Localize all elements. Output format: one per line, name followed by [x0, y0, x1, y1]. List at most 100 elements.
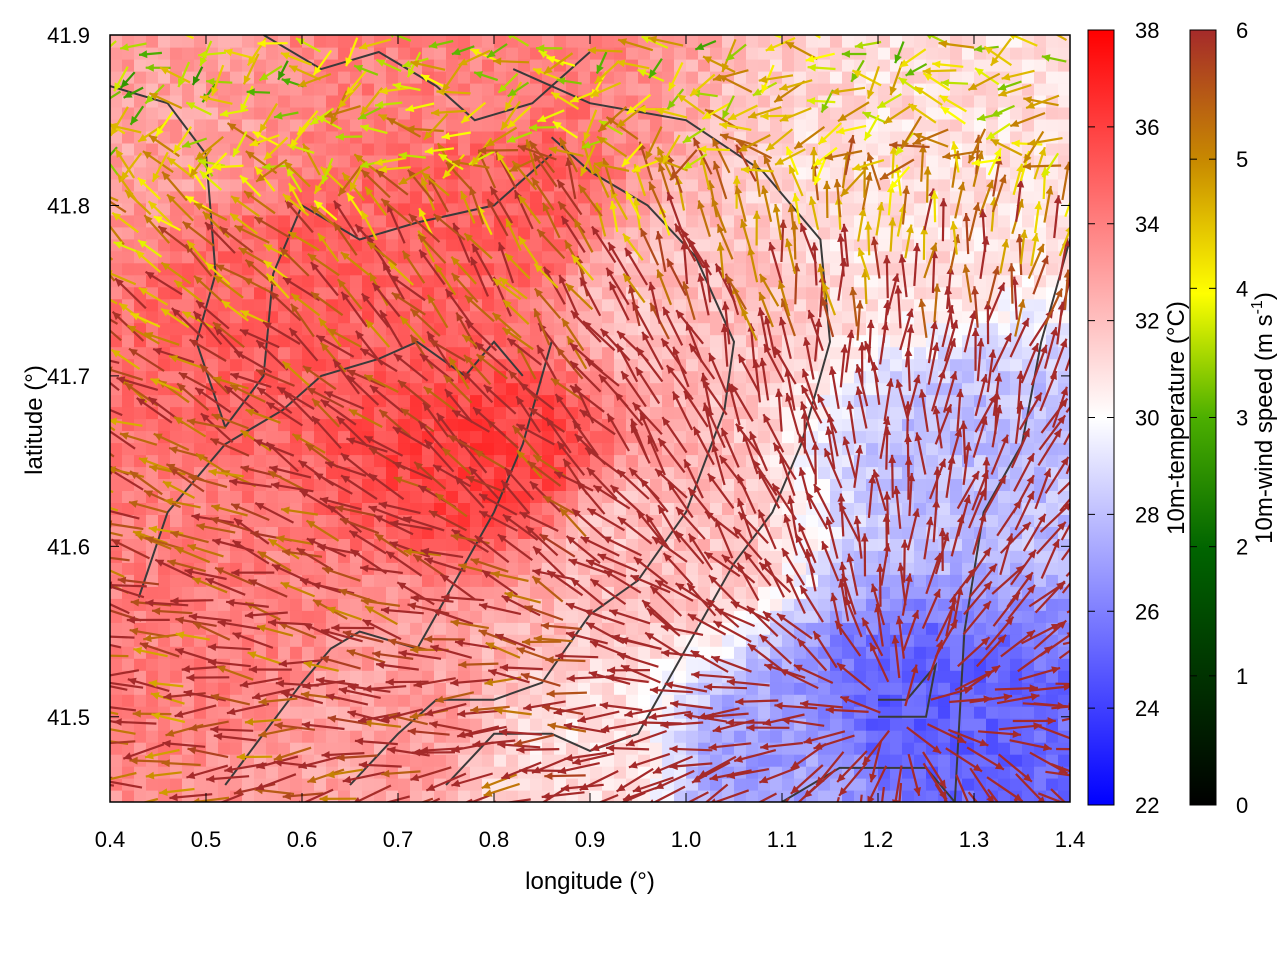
- heatmap-cell: [686, 166, 699, 180]
- heatmap-cell: [122, 790, 135, 802]
- heatmap-cell: [230, 94, 243, 108]
- heatmap-cell: [326, 94, 339, 108]
- heatmap-cell: [578, 35, 591, 48]
- heatmap-cell: [506, 71, 519, 84]
- heatmap-cell: [530, 106, 543, 120]
- heatmap-cell: [290, 778, 303, 791]
- heatmap-cell: [482, 298, 495, 312]
- heatmap-cell: [734, 238, 747, 252]
- heatmap-cell: [314, 130, 327, 144]
- heatmap-cell: [866, 35, 879, 48]
- heatmap-cell: [734, 646, 747, 659]
- heatmap-cell: [614, 754, 627, 767]
- heatmap-cell: [686, 214, 699, 228]
- heatmap-cell: [770, 670, 783, 683]
- heatmap-cell: [218, 454, 231, 468]
- heatmap-cell: [206, 118, 219, 132]
- heatmap-cell: [1022, 59, 1035, 72]
- heatmap-cell: [206, 130, 219, 144]
- heatmap-cell: [1010, 94, 1023, 108]
- heatmap-cell: [302, 166, 315, 180]
- heatmap-cell: [122, 454, 135, 468]
- heatmap-cell: [974, 622, 987, 635]
- heatmap-cell: [290, 646, 303, 659]
- heatmap-cell: [110, 658, 123, 671]
- heatmap-cell: [830, 406, 843, 420]
- heatmap-cell: [338, 35, 351, 48]
- heatmap-cell: [458, 35, 471, 48]
- heatmap-cell: [110, 790, 123, 802]
- heatmap-cell: [110, 490, 123, 503]
- heatmap-cell: [278, 742, 291, 755]
- heatmap-cell: [818, 682, 831, 695]
- heatmap-cell: [254, 250, 267, 264]
- heatmap-cell: [326, 142, 339, 156]
- heatmap-cell: [938, 658, 951, 671]
- heatmap-cell: [626, 214, 639, 228]
- heatmap-cell: [338, 598, 351, 611]
- heatmap-cell: [770, 598, 783, 611]
- heatmap-cell: [314, 742, 327, 755]
- heatmap-cell: [158, 670, 171, 683]
- heatmap-cell: [878, 190, 891, 204]
- heatmap-cell: [290, 370, 303, 384]
- heatmap-cell: [386, 586, 399, 599]
- heatmap-cell: [206, 490, 219, 503]
- heatmap-cell: [902, 790, 915, 802]
- heatmap-cell: [170, 118, 183, 132]
- heatmap-cell: [218, 190, 231, 204]
- heatmap-cell: [218, 598, 231, 611]
- heatmap-cell: [722, 730, 735, 743]
- heatmap-cell: [122, 502, 135, 515]
- heatmap-cell: [266, 406, 279, 420]
- heatmap-cell: [146, 730, 159, 743]
- heatmap-cell: [350, 418, 363, 432]
- heatmap-cell: [158, 82, 171, 96]
- heatmap-cell: [242, 442, 255, 456]
- heatmap-cell: [530, 82, 543, 96]
- plot-area: [110, 35, 1070, 802]
- heatmap-cell: [194, 682, 207, 695]
- heatmap-cell: [950, 71, 963, 84]
- heatmap-cell: [842, 202, 855, 216]
- heatmap-cell: [458, 71, 471, 84]
- heatmap-cell: [110, 670, 123, 683]
- heatmap-cell: [746, 190, 759, 204]
- heatmap-cell: [686, 562, 699, 575]
- heatmap-cell: [242, 586, 255, 599]
- heatmap-cell: [878, 754, 891, 767]
- heatmap-cell: [410, 694, 423, 707]
- heatmap-cell: [386, 142, 399, 156]
- heatmap-cell: [146, 310, 159, 324]
- heatmap-cell: [218, 742, 231, 755]
- heatmap-cell: [962, 71, 975, 84]
- heatmap-cell: [914, 202, 927, 216]
- heatmap-cell: [494, 406, 507, 420]
- heatmap-cell: [554, 358, 567, 372]
- heatmap-cell: [134, 370, 147, 384]
- heatmap-cell: [254, 59, 267, 72]
- heatmap-cell: [1022, 706, 1035, 719]
- heatmap-cell: [134, 658, 147, 671]
- heatmap-cell: [878, 142, 891, 156]
- heatmap-cell: [1034, 730, 1047, 743]
- heatmap-cell: [830, 718, 843, 731]
- heatmap-cell: [734, 250, 747, 264]
- heatmap-cell: [818, 622, 831, 635]
- heatmap-cell: [302, 646, 315, 659]
- heatmap-cell: [278, 178, 291, 192]
- heatmap-cell: [122, 538, 135, 551]
- heatmap-cell: [1022, 610, 1035, 623]
- heatmap-cell: [134, 202, 147, 216]
- heatmap-cell: [326, 238, 339, 252]
- heatmap-cell: [158, 730, 171, 743]
- heatmap-cell: [746, 706, 759, 719]
- heatmap-cell: [554, 35, 567, 48]
- heatmap-cell: [470, 130, 483, 144]
- heatmap-cell: [914, 35, 927, 48]
- heatmap-cell: [242, 334, 255, 348]
- heatmap-cell: [170, 166, 183, 180]
- heatmap-cell: [146, 514, 159, 527]
- heatmap-cell: [350, 94, 363, 108]
